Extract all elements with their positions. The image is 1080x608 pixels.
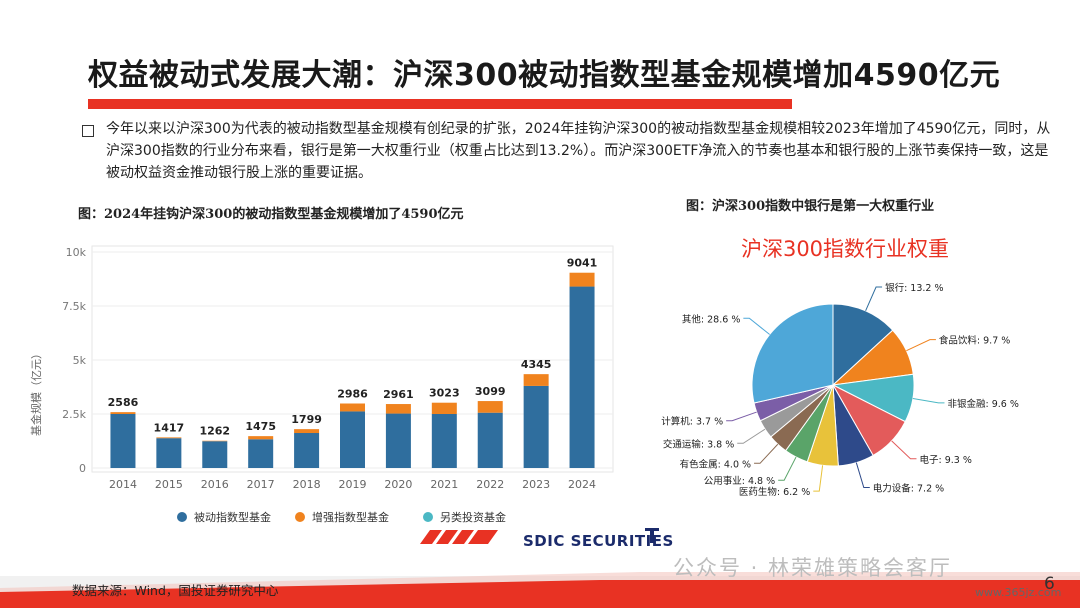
bar-total-label: 2586 xyxy=(108,396,139,409)
pie-slice-label: 交通运输: 3.8 % xyxy=(663,438,734,450)
industry-weight-pie-chart: 沪深300指数行业权重 银行: 13.2 % 食品饮料: 9.7 % 非银金融: 9… xyxy=(661,237,1019,498)
x-tick-label: 2015 xyxy=(155,478,183,491)
bar-total-label: 1475 xyxy=(245,420,276,433)
x-tick-label: 2024 xyxy=(568,478,596,491)
bar-segment xyxy=(110,412,136,414)
bar-total-label: 1417 xyxy=(154,421,185,434)
pie-leader-line xyxy=(912,398,945,404)
pie-leader-line xyxy=(737,428,766,444)
bar-segment xyxy=(156,438,182,468)
bar-segment xyxy=(248,439,274,468)
pie-title: 沪深300指数行业权重 xyxy=(741,237,949,261)
fund-size-bar-chart: 0 2.5k 5k 7.5k 10k 2586 1417 1262 1475 1799 2986 2… xyxy=(30,245,614,524)
watermark-url: www.365jz.com xyxy=(975,586,1062,599)
body-paragraph: 今年以来以沪深300为代表的被动指数型基金规模有创纪录的扩张，2024年挂钩沪深… xyxy=(106,121,1051,181)
pie-leader-line xyxy=(778,456,797,481)
pie-slice xyxy=(832,303,894,387)
bar-segment xyxy=(340,403,365,412)
bar-segment xyxy=(477,401,503,413)
page-title: 权益被动式发展大潮：沪深300被动指数型基金规模增加4590亿元 xyxy=(88,58,1001,93)
bar-segment xyxy=(202,441,228,468)
pie-leader-line xyxy=(813,465,824,492)
bar-segment xyxy=(294,433,320,468)
pie-slice-label: 其他: 28.6 % xyxy=(682,313,740,325)
bar-segment xyxy=(431,402,457,414)
pie-leader-line xyxy=(891,440,917,460)
x-tick-label: 2014 xyxy=(109,478,137,491)
bar-segment xyxy=(477,412,503,468)
pie-slice-label: 食品饮料: 9.7 % xyxy=(939,335,1010,347)
bullet-marker xyxy=(82,125,94,137)
data-source: 数据来源：Wind，国投证券研究中心 xyxy=(72,583,279,598)
bar-total-label: 1799 xyxy=(291,413,322,426)
pie-slice-label: 非银金融: 9.6 % xyxy=(947,398,1018,410)
logo-stripes xyxy=(420,530,498,544)
legend-label: 另类投资基金 xyxy=(440,510,506,524)
watermark: 公众号 · 林荣雄策略会客厅 xyxy=(673,556,953,580)
x-tick-label: 2018 xyxy=(293,478,321,491)
x-tick-label: 2023 xyxy=(522,478,550,491)
legend-marker xyxy=(423,512,433,522)
pie-slice-label: 计算机: 3.7 % xyxy=(661,416,723,428)
legend-marker xyxy=(177,512,187,522)
y-tick-label: 0 xyxy=(79,462,86,475)
legend-marker xyxy=(295,512,305,522)
x-tick-label: 2020 xyxy=(384,478,412,491)
bar-total-label: 2986 xyxy=(337,388,368,401)
pie-leader-line xyxy=(726,411,757,422)
y-tick-label: 5k xyxy=(73,354,87,367)
bar-total-label: 9041 xyxy=(567,257,598,270)
title-underline xyxy=(88,99,792,109)
bar-segment xyxy=(294,429,320,434)
y-tick-label: 10k xyxy=(66,246,87,259)
x-tick-label: 2022 xyxy=(476,478,504,491)
bar-segment xyxy=(248,436,274,440)
pie-slice-label: 电力设备: 7.2 % xyxy=(873,482,944,494)
pie-slice-label: 公用事业: 4.8 % xyxy=(704,475,775,487)
page-number: 6 xyxy=(1044,574,1055,594)
bar-segment xyxy=(523,374,549,386)
bar-total-label: 3099 xyxy=(475,385,506,398)
logo-mark-icon xyxy=(645,528,659,543)
pie-leader-line xyxy=(906,339,936,352)
right-figure-caption: 图：沪深300指数中银行是第一大权重行业 xyxy=(686,199,935,214)
pie-leader-line xyxy=(855,462,870,488)
legend-label: 被动指数型基金 xyxy=(194,510,271,524)
bar-total-label: 1262 xyxy=(199,425,230,438)
pie-slice xyxy=(751,303,834,404)
pie-slice-label: 电子: 9.3 % xyxy=(919,454,971,466)
x-tick-label: 2016 xyxy=(201,478,229,491)
pie-slice-label: 有色金属: 4.0 % xyxy=(680,458,751,470)
y-tick-label: 2.5k xyxy=(62,408,86,421)
pie-slice-label: 银行: 13.2 % xyxy=(885,282,943,294)
y-axis-label: 基金规模（亿元） xyxy=(30,348,43,436)
left-figure-caption: 图：2024年挂钩沪深300的被动指数型基金规模增加了4590亿元 xyxy=(78,207,464,222)
bar-segment xyxy=(431,414,457,468)
pie-leader-line xyxy=(865,286,883,312)
bar-total-label: 3023 xyxy=(429,387,460,400)
y-tick-label: 7.5k xyxy=(62,300,86,313)
footer-decoration xyxy=(0,528,1080,608)
bar-segment xyxy=(569,272,595,287)
pie-leader-line xyxy=(743,317,770,335)
bar-segment xyxy=(340,411,365,468)
bar-segment xyxy=(523,385,549,468)
bar-segment xyxy=(385,413,411,468)
pie-leader-line xyxy=(754,443,779,464)
bar-segment xyxy=(569,286,595,468)
bar-total-label: 4345 xyxy=(521,358,552,371)
bar-total-label: 2961 xyxy=(383,388,414,401)
bar-segment xyxy=(385,404,411,414)
x-tick-label: 2017 xyxy=(247,478,275,491)
legend-label: 增强指数型基金 xyxy=(312,510,389,524)
x-tick-label: 2021 xyxy=(430,478,458,491)
bar-segment xyxy=(110,414,136,468)
pie-slice-label: 医药生物: 6.2 % xyxy=(739,486,810,498)
bar-segment xyxy=(156,437,182,439)
x-tick-label: 2019 xyxy=(339,478,367,491)
logo-text: SDIC SECURITIES xyxy=(523,532,674,550)
